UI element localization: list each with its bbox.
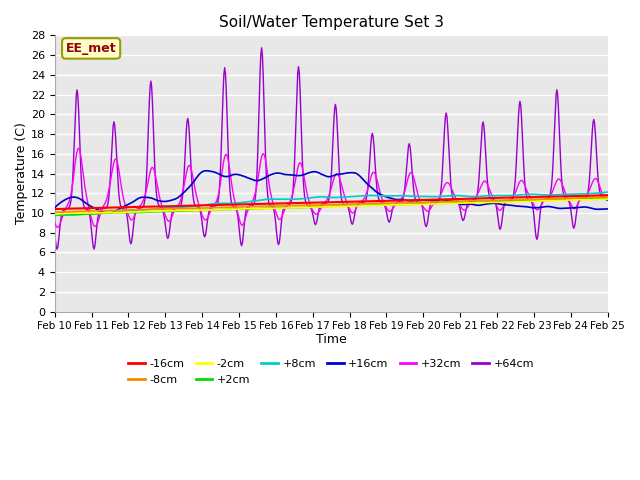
+64cm xyxy=(204,216,212,222)
+8cm xyxy=(118,208,125,214)
-16cm xyxy=(51,206,59,212)
-16cm xyxy=(415,197,422,203)
-16cm xyxy=(399,198,406,204)
+2cm xyxy=(203,207,211,213)
+32cm xyxy=(205,213,212,219)
Title: Soil/Water Temperature Set 3: Soil/Water Temperature Set 3 xyxy=(219,15,444,30)
+32cm xyxy=(416,198,424,204)
+64cm xyxy=(258,45,266,51)
+16cm xyxy=(106,210,113,216)
-16cm xyxy=(61,206,68,212)
+2cm xyxy=(118,210,125,216)
+16cm xyxy=(51,205,59,211)
+16cm xyxy=(400,197,408,203)
-8cm xyxy=(203,205,211,211)
-8cm xyxy=(604,194,611,200)
+64cm xyxy=(61,206,69,212)
+2cm xyxy=(61,212,68,217)
+64cm xyxy=(416,200,424,205)
+64cm xyxy=(400,192,408,198)
+32cm xyxy=(119,194,127,200)
Line: -16cm: -16cm xyxy=(55,195,607,209)
-8cm xyxy=(118,207,125,213)
+64cm xyxy=(604,197,611,203)
+2cm xyxy=(399,202,406,207)
-16cm xyxy=(203,203,211,208)
+8cm xyxy=(399,193,406,199)
+2cm xyxy=(415,201,422,207)
-2cm xyxy=(399,202,406,208)
Y-axis label: Temperature (C): Temperature (C) xyxy=(15,122,28,225)
-2cm xyxy=(118,210,125,216)
Line: +2cm: +2cm xyxy=(55,198,607,215)
+32cm xyxy=(54,224,61,230)
Line: -8cm: -8cm xyxy=(55,197,607,212)
+16cm xyxy=(604,206,611,212)
+8cm xyxy=(415,193,422,199)
-2cm xyxy=(61,211,68,216)
-8cm xyxy=(61,209,68,215)
+32cm xyxy=(175,201,183,206)
Line: +32cm: +32cm xyxy=(55,148,607,227)
-16cm xyxy=(604,192,611,198)
-16cm xyxy=(174,203,182,209)
Line: +8cm: +8cm xyxy=(55,192,607,216)
-16cm xyxy=(118,204,125,210)
+16cm xyxy=(205,168,212,174)
+32cm xyxy=(400,191,408,197)
Line: -2cm: -2cm xyxy=(55,199,607,214)
+2cm xyxy=(174,208,182,214)
+16cm xyxy=(202,168,210,174)
+16cm xyxy=(118,204,126,210)
Line: +16cm: +16cm xyxy=(55,171,607,213)
+32cm xyxy=(75,145,83,151)
+8cm xyxy=(174,204,182,210)
+64cm xyxy=(175,204,182,210)
+16cm xyxy=(175,194,182,200)
-2cm xyxy=(415,202,422,207)
+16cm xyxy=(416,197,424,203)
-8cm xyxy=(51,209,59,215)
+64cm xyxy=(51,230,59,236)
-8cm xyxy=(399,200,406,205)
-8cm xyxy=(415,199,422,205)
-2cm xyxy=(203,207,211,213)
+2cm xyxy=(604,195,611,201)
+8cm xyxy=(604,189,611,195)
X-axis label: Time: Time xyxy=(316,333,347,346)
Legend: -16cm, -8cm, -2cm, +2cm, +8cm, +16cm, +32cm, +64cm: -16cm, -8cm, -2cm, +2cm, +8cm, +16cm, +3… xyxy=(124,355,538,389)
+64cm xyxy=(118,205,126,211)
-2cm xyxy=(51,211,59,217)
+8cm xyxy=(61,212,68,218)
+64cm xyxy=(53,246,61,252)
+32cm xyxy=(51,220,59,226)
-2cm xyxy=(604,196,611,202)
-8cm xyxy=(174,206,182,212)
+32cm xyxy=(604,196,611,202)
+16cm xyxy=(61,197,68,203)
+2cm xyxy=(51,212,59,218)
+32cm xyxy=(61,206,69,212)
-2cm xyxy=(174,208,182,214)
+8cm xyxy=(51,213,59,218)
Text: EE_met: EE_met xyxy=(66,42,116,55)
+8cm xyxy=(203,202,211,207)
Line: +64cm: +64cm xyxy=(55,48,607,249)
